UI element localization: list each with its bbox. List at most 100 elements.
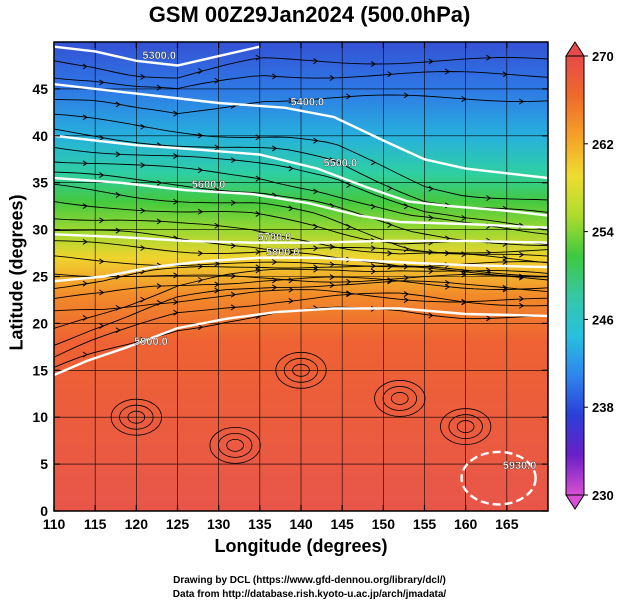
wind-arrowhead — [255, 210, 261, 217]
wind-arrowhead — [272, 259, 278, 265]
height-contour — [54, 307, 548, 377]
wind-arrowhead — [156, 218, 162, 225]
height-contour-label: 5300.0 — [142, 50, 176, 62]
wind-arrowhead — [197, 132, 204, 139]
wind-arrowhead — [329, 282, 335, 289]
x-tick-label: 160 — [454, 516, 478, 532]
wind-arrowhead — [288, 97, 294, 104]
wind-arrowhead — [444, 279, 451, 286]
wind-arrowhead — [115, 192, 121, 198]
wind-streamline — [54, 255, 548, 268]
x-tick-label: 145 — [330, 516, 354, 532]
wind-eddy — [217, 432, 253, 458]
wind-arrowhead — [428, 58, 434, 65]
wind-arrowhead — [82, 315, 88, 321]
height-contour-label: 5900.0 — [134, 336, 168, 348]
axes: 110 115 120 125 130 135 140 145 150 155 160 165 0 5 10… — [32, 41, 549, 532]
wind-arrowhead — [387, 71, 393, 78]
x-tick-label: 165 — [495, 516, 519, 532]
wind-arrowhead — [214, 144, 220, 151]
wind-arrowhead — [173, 309, 179, 316]
colorbar-tick-label: 230 — [592, 488, 614, 503]
wind-arrowhead — [486, 315, 492, 322]
wind-arrowhead — [197, 167, 204, 174]
wind-eddy — [226, 438, 244, 452]
wind-arrowhead — [428, 185, 434, 192]
wind-arrowhead — [461, 215, 467, 221]
colorbar-tick-label: 238 — [592, 400, 614, 415]
wind-eddy — [382, 386, 417, 411]
wind-arrowhead — [255, 175, 261, 182]
wind-arrowhead — [387, 185, 393, 192]
wind-arrowhead — [288, 249, 294, 256]
wind-arrowhead — [502, 284, 508, 291]
x-tick-label: 130 — [207, 516, 231, 532]
wind-arrowhead — [156, 179, 162, 186]
wind-arrowhead — [370, 159, 377, 166]
wind-arrowhead — [140, 207, 146, 214]
colorbar-tick-label: 246 — [592, 312, 614, 327]
wind-arrowhead — [173, 299, 179, 306]
wind-arrowhead — [346, 182, 352, 188]
wind-arrowhead — [82, 280, 88, 287]
wind-arrowhead — [230, 157, 237, 164]
height-contour-label: 5800.0 — [266, 247, 300, 259]
wind-arrowhead — [255, 248, 261, 255]
wind-arrowhead — [288, 298, 294, 304]
wind-streamline — [54, 280, 548, 346]
wind-arrowhead — [156, 84, 162, 91]
wind-arrowhead — [82, 203, 88, 209]
wind-arrowhead — [140, 73, 146, 80]
wind-arrowhead — [313, 137, 319, 144]
wind-arrowhead — [156, 300, 162, 306]
y-tick-label: 30 — [32, 222, 48, 238]
wind-arrowhead — [99, 217, 105, 224]
wind-arrowhead — [370, 203, 377, 210]
colorbar: 230 238 246 254 262 270 — [565, 41, 614, 510]
wind-arrowhead — [428, 214, 434, 221]
wind-arrowhead — [230, 291, 237, 298]
wind-streamline — [54, 218, 548, 264]
wind-arrowhead — [115, 151, 121, 158]
wind-arrowhead — [197, 324, 204, 331]
wind-arrowhead — [173, 272, 179, 279]
wind-arrowhead — [519, 274, 525, 281]
wind-eddy — [283, 357, 319, 383]
x-tick-label: 135 — [248, 516, 272, 532]
wind-arrowhead — [329, 157, 335, 164]
wind-arrowhead — [197, 277, 204, 283]
height-contour — [54, 233, 548, 244]
wind-arrowhead — [140, 245, 146, 251]
wind-arrowhead — [428, 264, 434, 271]
wind-arrowhead — [197, 250, 204, 257]
wind-arrowhead — [403, 275, 409, 281]
wind-arrowhead — [346, 278, 352, 285]
wind-arrowhead — [486, 267, 492, 274]
wind-arrowhead — [197, 208, 204, 215]
wind-arrowhead — [346, 93, 352, 100]
wind-arrowhead — [313, 223, 319, 230]
x-tick-label: 120 — [125, 516, 149, 532]
wind-arrowhead — [370, 61, 377, 67]
wind-streamline — [54, 161, 548, 235]
y-tick-label: 0 — [40, 503, 48, 519]
y-axis-label: Latitude (degrees) — [6, 194, 27, 351]
colorbar-tick-label: 254 — [592, 225, 614, 240]
wind-arrowhead — [370, 268, 377, 275]
wind-arrowhead — [370, 263, 377, 269]
wind-arrowhead — [173, 110, 179, 117]
colorbar-tick-label: 270 — [592, 49, 614, 64]
y-tick-label: 40 — [32, 128, 48, 144]
wind-arrowhead — [428, 312, 434, 319]
wind-arrowhead — [230, 304, 237, 311]
y-tick-label: 20 — [32, 315, 48, 331]
x-tick-label: 125 — [166, 516, 190, 532]
wind-arrowhead — [329, 274, 335, 280]
wind-arrowhead — [288, 277, 294, 284]
wind-streamline — [54, 71, 548, 90]
wind-arrowhead — [486, 195, 492, 202]
height-contour — [54, 134, 548, 217]
wind-arrowhead — [502, 258, 508, 265]
y-tick-label: 5 — [40, 456, 48, 472]
